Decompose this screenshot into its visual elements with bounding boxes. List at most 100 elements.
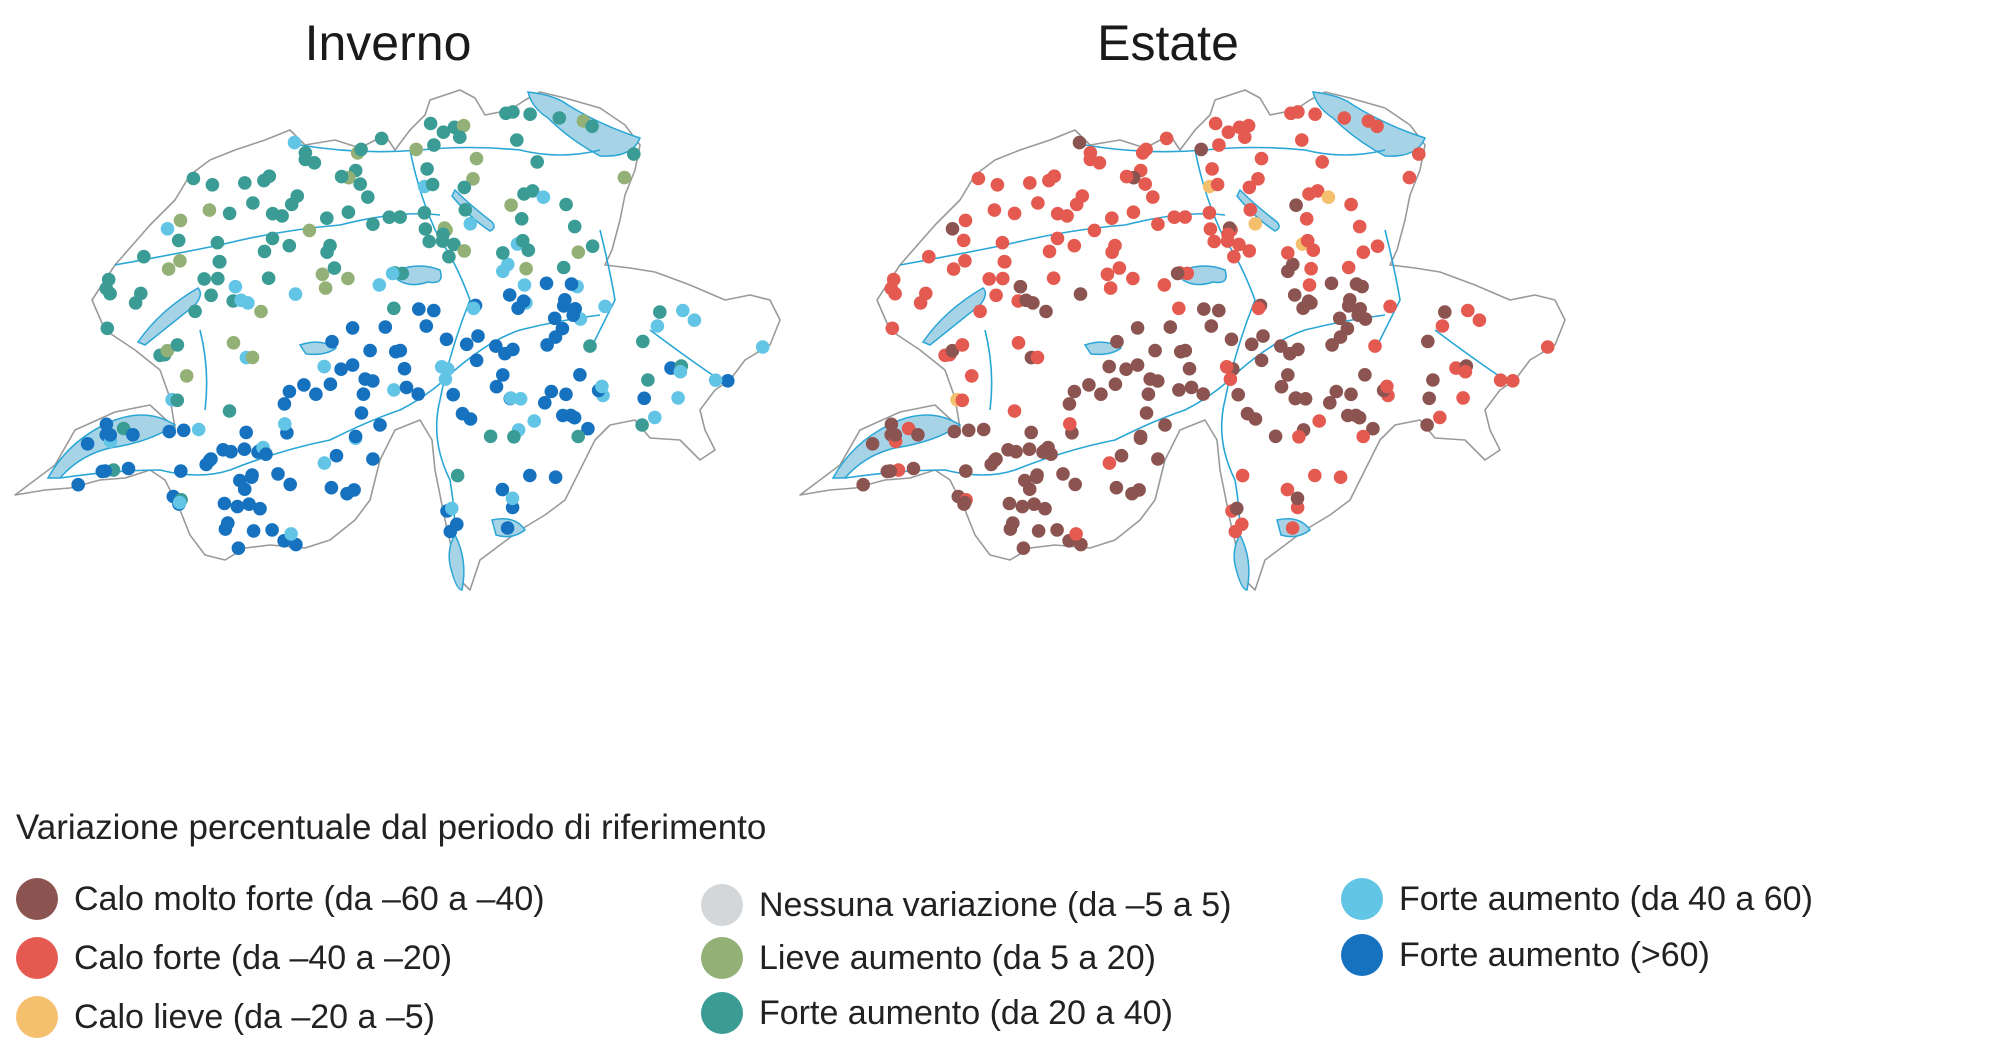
station-dot bbox=[1344, 387, 1358, 402]
station-dot bbox=[202, 203, 217, 217]
station-dot bbox=[259, 447, 273, 462]
station-dot bbox=[466, 172, 480, 186]
station-dot bbox=[1031, 196, 1045, 210]
station-dot bbox=[324, 480, 339, 495]
station-dot bbox=[617, 170, 632, 185]
station-dot bbox=[1306, 243, 1321, 257]
station-dot bbox=[523, 468, 537, 483]
station-dot bbox=[283, 477, 298, 492]
station-dot bbox=[199, 457, 213, 472]
station-dot bbox=[1105, 211, 1119, 225]
station-dot bbox=[253, 501, 267, 516]
station-dot bbox=[1251, 301, 1266, 316]
legend-label: Forte aumento (da 20 a 40) bbox=[759, 993, 1173, 1032]
station-dot bbox=[348, 429, 363, 444]
station-dot bbox=[1231, 387, 1245, 402]
station-dot bbox=[1299, 212, 1314, 226]
station-dot bbox=[179, 369, 194, 383]
station-dot bbox=[1067, 238, 1082, 253]
station-dot bbox=[919, 286, 933, 301]
station-dot bbox=[1074, 537, 1088, 552]
station-dot bbox=[1289, 391, 1303, 405]
station-dot bbox=[673, 364, 688, 379]
legend-item-no-change: Nessuna variazione (da –5 a 5) bbox=[701, 880, 1232, 930]
station-dot bbox=[80, 437, 95, 451]
station-dot bbox=[1323, 396, 1337, 410]
station-dot bbox=[1268, 429, 1283, 444]
station-dot bbox=[653, 305, 667, 319]
station-dot bbox=[1241, 118, 1256, 133]
station-dot bbox=[126, 428, 140, 442]
station-dot bbox=[1212, 138, 1226, 152]
station-dot bbox=[445, 501, 459, 516]
station-dot bbox=[984, 457, 998, 472]
station-dot bbox=[1063, 417, 1077, 431]
station-dot bbox=[1109, 480, 1124, 495]
station-dot bbox=[237, 442, 252, 457]
station-dot bbox=[447, 237, 461, 252]
station-dot bbox=[1011, 336, 1026, 350]
legend-label: Calo molto forte (da –60 a –40) bbox=[74, 879, 545, 918]
station-dot bbox=[234, 293, 248, 308]
station-dot bbox=[1108, 377, 1123, 392]
legend-item-vstrong-decrease: Calo molto forte (da –60 a –40) bbox=[16, 874, 545, 924]
station-dot bbox=[1030, 350, 1045, 365]
station-dot bbox=[1038, 501, 1052, 516]
legend-swatch-icon bbox=[1341, 878, 1383, 920]
station-dot bbox=[1383, 299, 1397, 314]
station-dot bbox=[906, 461, 921, 476]
station-dot bbox=[496, 246, 510, 260]
station-dot bbox=[945, 222, 960, 236]
station-dot bbox=[1461, 303, 1475, 318]
station-dot bbox=[1472, 313, 1487, 328]
station-dot bbox=[1242, 244, 1257, 258]
station-dot bbox=[1180, 266, 1195, 281]
station-dot bbox=[556, 299, 571, 313]
station-dot bbox=[1031, 524, 1046, 538]
station-dot bbox=[1205, 162, 1219, 176]
station-dot bbox=[1194, 142, 1208, 157]
station-dot bbox=[417, 206, 432, 220]
station-dot bbox=[1050, 231, 1065, 246]
station-dot bbox=[233, 473, 247, 488]
station-dot bbox=[1139, 142, 1153, 157]
station-dot bbox=[284, 197, 299, 212]
station-dot bbox=[297, 378, 311, 392]
station-dot bbox=[637, 391, 651, 406]
station-dot bbox=[1042, 244, 1057, 259]
summer-map-title: Estate bbox=[1097, 15, 1239, 71]
station-dot bbox=[884, 417, 899, 432]
station-dot bbox=[1092, 156, 1107, 170]
station-dot bbox=[671, 391, 685, 405]
station-dot bbox=[1221, 125, 1236, 139]
station-dot bbox=[1370, 239, 1385, 253]
legend-label: Forte aumento (>60) bbox=[1399, 935, 1710, 974]
station-dot bbox=[1039, 304, 1053, 319]
station-dot bbox=[1119, 169, 1134, 184]
station-dot bbox=[1067, 384, 1082, 399]
station-dot bbox=[1212, 303, 1226, 318]
station-dot bbox=[366, 217, 380, 231]
station-dot bbox=[958, 213, 973, 228]
station-dot bbox=[1126, 205, 1141, 219]
station-dot bbox=[958, 253, 972, 268]
station-dot bbox=[323, 238, 337, 253]
station-dot bbox=[636, 334, 650, 349]
station-dot bbox=[317, 359, 332, 374]
station-dot bbox=[489, 339, 503, 353]
station-dot bbox=[103, 428, 118, 442]
station-dot bbox=[567, 219, 582, 234]
station-dot bbox=[1308, 468, 1322, 483]
station-dot bbox=[1082, 378, 1096, 392]
station-dot bbox=[1184, 380, 1199, 395]
station-dot bbox=[1349, 277, 1364, 291]
station-dot bbox=[1422, 391, 1436, 406]
legend-swatch-icon bbox=[16, 937, 58, 979]
legend-title: Variazione percentuale dal periodo di ri… bbox=[16, 808, 767, 847]
legend-label: Nessuna variazione (da –5 a 5) bbox=[759, 885, 1232, 924]
station-dot bbox=[340, 486, 354, 501]
station-dot bbox=[137, 249, 151, 264]
station-dot bbox=[395, 266, 410, 281]
station-dot bbox=[567, 410, 582, 425]
station-dot bbox=[98, 464, 112, 478]
